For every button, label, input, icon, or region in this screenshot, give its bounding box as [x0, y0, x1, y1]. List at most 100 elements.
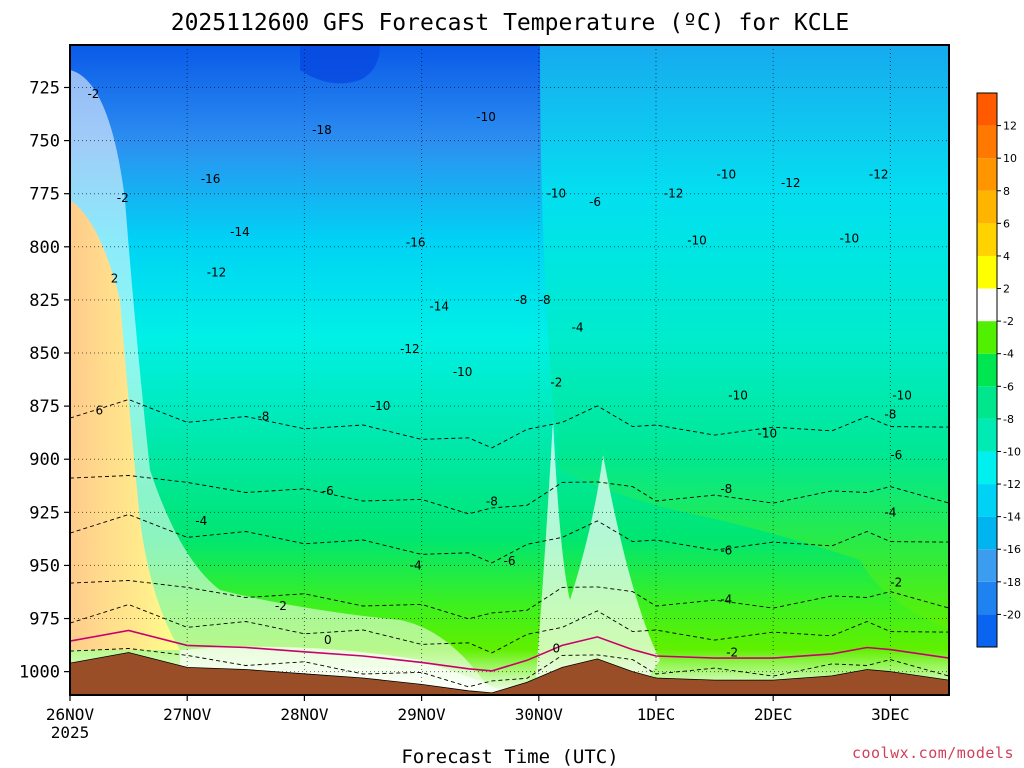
contour-label: -8 — [884, 408, 896, 422]
colorbar-label: -18 — [1003, 576, 1021, 589]
colorbar-label: 12 — [1003, 120, 1017, 133]
y-tick-label: 775 — [29, 185, 60, 205]
colorbar-label: -6 — [1003, 380, 1014, 393]
right-cold-region — [540, 45, 949, 630]
colorbar-label: -14 — [1003, 511, 1021, 524]
y-tick-label: 725 — [29, 78, 60, 98]
colorbar-swatch — [977, 549, 997, 582]
colorbar-label: -8 — [1003, 413, 1014, 426]
colorbar-swatch — [977, 158, 997, 191]
isotherm-contour — [70, 604, 949, 654]
plot-area: -2 -2 2 6 -18 -16 -14 -12 -16 -14 -12 -10 -10 -10 -8 -6… — [70, 45, 949, 695]
isotherm-contour — [70, 580, 949, 620]
y-tick-label: 750 — [29, 132, 60, 152]
contour-label: -10 — [476, 110, 496, 124]
colorbar-label: 10 — [1003, 152, 1017, 165]
warm-spike — [535, 420, 660, 690]
contour-labels: -2 -2 2 6 -18 -16 -14 -12 -16 -14 -12 -10 -10 -10 -8 -6… — [87, 87, 911, 660]
colorbar-label: 8 — [1003, 185, 1010, 198]
colorbar-swatch — [977, 321, 997, 354]
contour-label: -14 — [429, 299, 449, 313]
contour-label: -8 — [515, 293, 527, 307]
x-tick-label: 2DEC — [754, 705, 793, 724]
isotherm-contour — [70, 514, 949, 564]
ground-terrain — [70, 652, 949, 695]
colorbar-swatch — [977, 418, 997, 452]
colorbar-legend: -20 -18 -16 -14 -12 -10 -8 -6 -4 -2 2 4 6 8 10 12 — [976, 92, 1021, 648]
contour-label: -10 — [840, 231, 860, 245]
contour-label: -4 — [571, 321, 583, 335]
colorbar-swatch — [977, 353, 997, 387]
contour-label: -6 — [890, 448, 902, 462]
contour-label: -12 — [781, 176, 801, 190]
contour-label: -6 — [504, 554, 516, 568]
contour-label: -12 — [400, 342, 420, 356]
contour-label: -2 — [87, 87, 99, 101]
y-tick-label: 950 — [29, 556, 60, 576]
x-axis-label: Forecast Time (UTC) — [401, 746, 618, 768]
contour-label: -10 — [728, 388, 748, 402]
x-tick-sublabel: 2025 — [51, 723, 90, 742]
contour-label: -10 — [453, 365, 473, 379]
contour-label: -8 — [539, 293, 551, 307]
contour-label: -16 — [406, 236, 426, 250]
contour-label: -18 — [312, 123, 332, 137]
y-axis: 725 750 775 800 825 850 875 900 925 950 975 1000 — [19, 78, 70, 683]
y-tick-label: 875 — [29, 397, 60, 417]
isotherm-contour — [70, 475, 949, 515]
contour-label: -2 — [275, 599, 287, 613]
contour-label: -4 — [410, 558, 422, 572]
contour-label: -8 — [486, 495, 498, 509]
y-tick-label: 925 — [29, 503, 60, 523]
contour-label: -8 — [720, 482, 732, 496]
contour-label: 2 — [111, 272, 119, 286]
colorbar-label: -2 — [1003, 315, 1014, 328]
x-tick-label: 26NOV — [46, 705, 95, 724]
contour-label: -8 — [257, 410, 269, 424]
contour-label: -2 — [117, 191, 129, 205]
contour-label: -6 — [322, 484, 334, 498]
chart-title: 2025112600 GFS Forecast Temperature (ºC)… — [171, 10, 850, 36]
y-tick-label: 975 — [29, 610, 60, 630]
contour-label: -2 — [726, 646, 738, 660]
colorbar-label: 6 — [1003, 217, 1010, 230]
contours — [70, 399, 949, 688]
colorbar-swatch — [977, 581, 997, 615]
colorbar-swatch — [977, 190, 997, 224]
x-tick-label: 1DEC — [637, 705, 676, 724]
isotherm-contour — [70, 648, 949, 688]
x-tick-label: 28NOV — [280, 705, 329, 724]
contour-label: -12 — [664, 187, 684, 201]
gridlines — [70, 45, 949, 695]
contour-label: -2 — [550, 376, 562, 390]
contour-label: -4 — [195, 514, 207, 528]
contour-label: -10 — [758, 427, 778, 441]
contour-label: -14 — [230, 225, 250, 239]
contour-label: -10 — [687, 233, 707, 247]
y-tick-label: 900 — [29, 450, 60, 470]
contour-label: 6 — [95, 403, 103, 417]
colorbar-frame — [976, 92, 998, 648]
colorbar-swatch — [977, 386, 997, 419]
y-tick-label: 1000 — [19, 663, 60, 683]
contour-label: -10 — [371, 399, 391, 413]
colorbar-label: 4 — [1003, 250, 1010, 263]
colorbar-swatch — [977, 125, 997, 159]
colorbar-swatch — [977, 451, 997, 485]
colorbar-label: -16 — [1003, 543, 1021, 556]
x-tick-label: 27NOV — [163, 705, 212, 724]
contour-label: -10 — [717, 168, 737, 182]
colorbar-swatch — [977, 484, 997, 517]
colorbar-swatch — [977, 288, 997, 322]
zero-degree-contour — [70, 629, 949, 672]
colorbar-label: -10 — [1003, 445, 1021, 458]
colorbar-label: -4 — [1003, 348, 1014, 361]
x-tick-label: 3DEC — [871, 705, 910, 724]
contour-label: -10 — [547, 187, 567, 201]
colorbar-swatch — [977, 516, 997, 550]
contour-label: -16 — [201, 172, 221, 186]
contour-label: 0 — [553, 641, 561, 655]
site-credit[interactable]: coolwx.com/models — [851, 744, 1014, 762]
